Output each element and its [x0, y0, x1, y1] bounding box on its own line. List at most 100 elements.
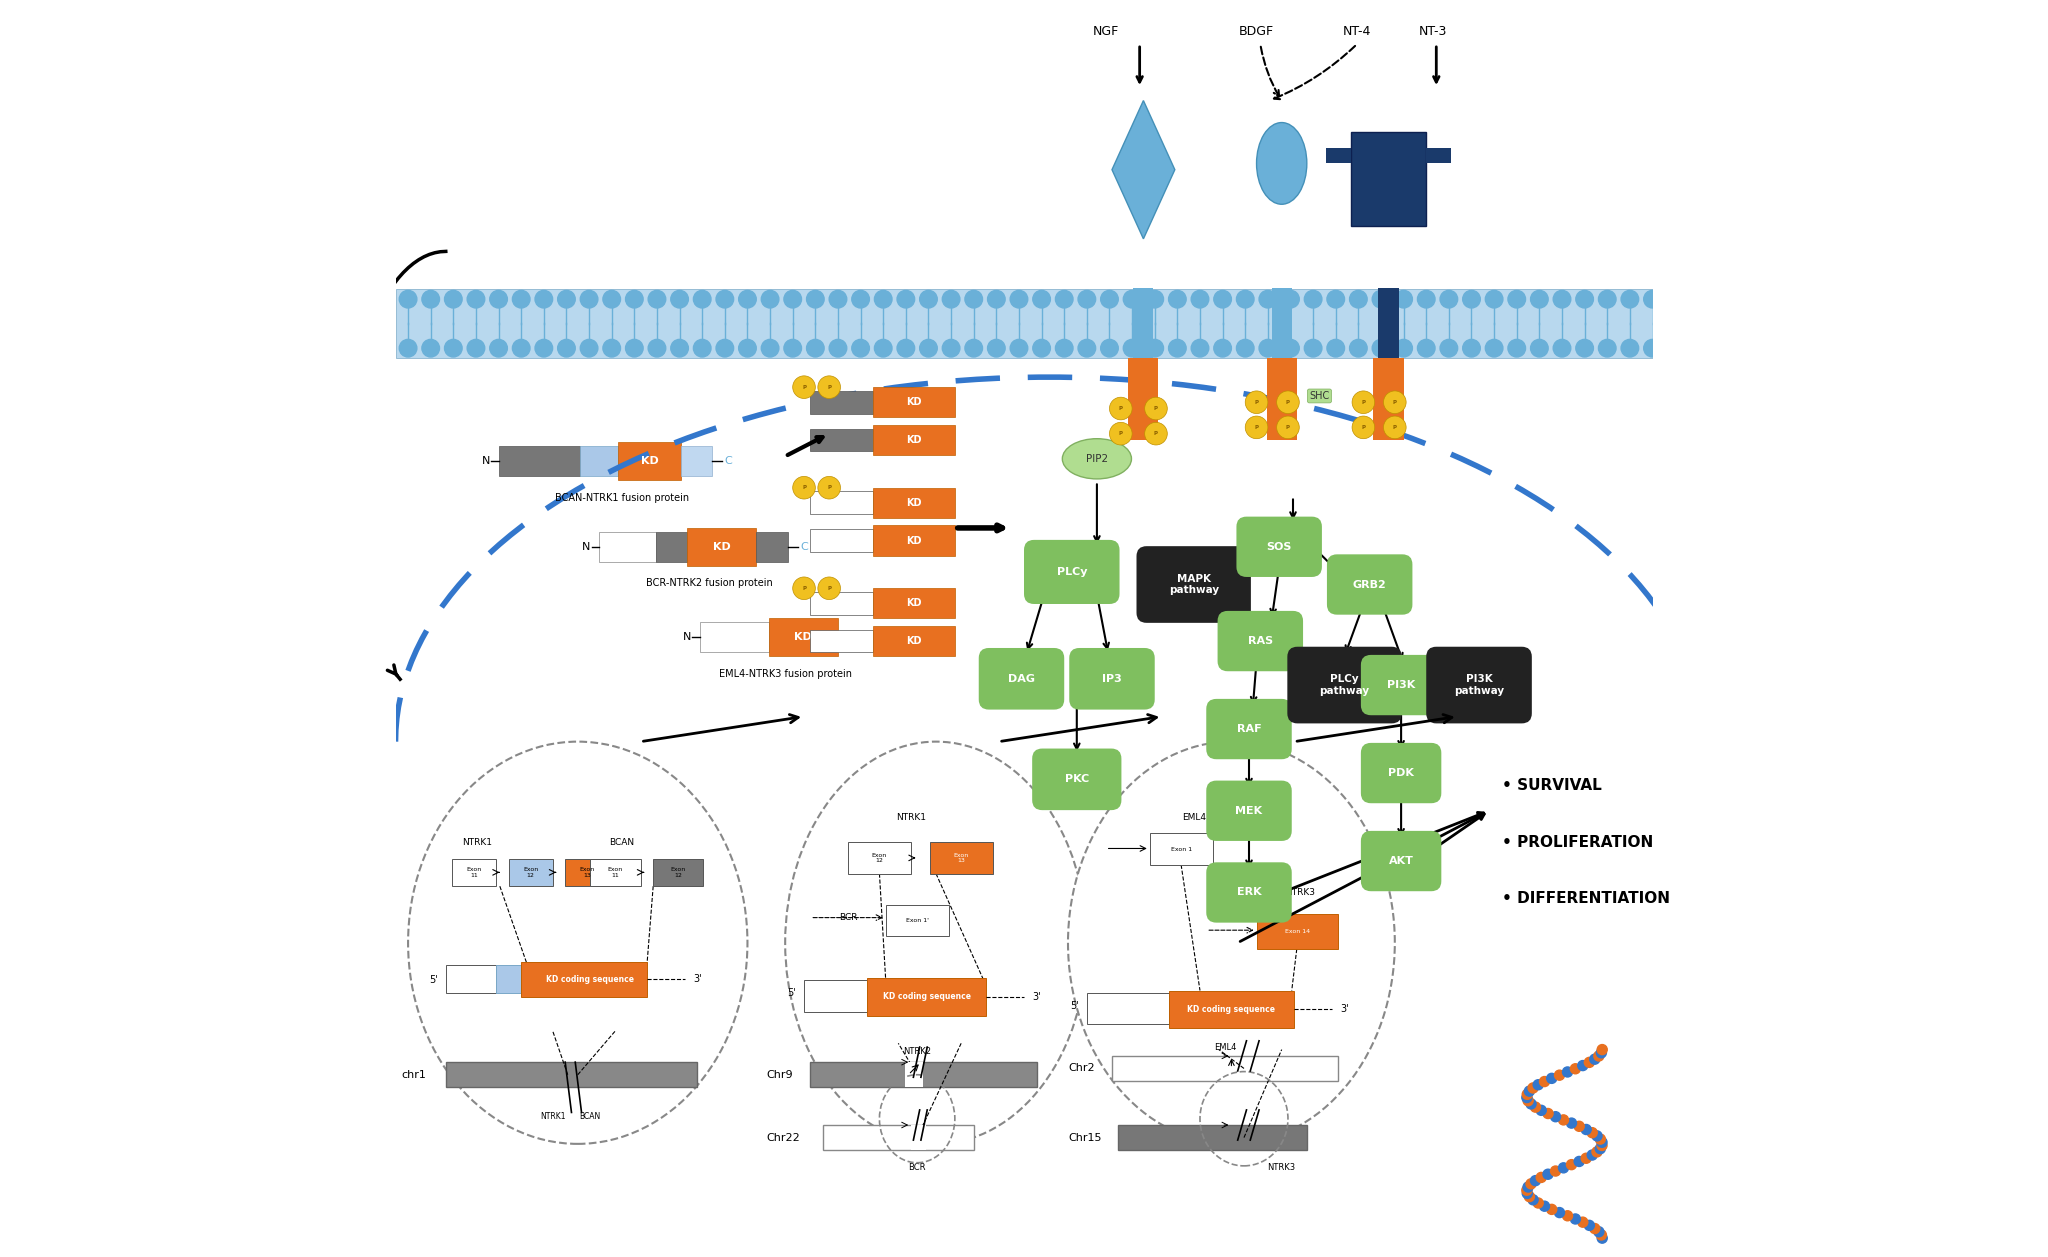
FancyBboxPatch shape: [1360, 743, 1442, 803]
Text: Chr9: Chr9: [766, 1070, 793, 1080]
Circle shape: [580, 339, 598, 357]
Circle shape: [1567, 1117, 1577, 1128]
Text: P: P: [1153, 406, 1157, 411]
Text: P: P: [1118, 431, 1122, 436]
Bar: [498, 446, 580, 476]
Text: EML4: EML4: [1214, 1043, 1237, 1052]
Circle shape: [1395, 290, 1413, 308]
Circle shape: [489, 290, 508, 308]
Circle shape: [1100, 339, 1118, 357]
FancyBboxPatch shape: [1032, 749, 1122, 811]
Circle shape: [1563, 1210, 1573, 1221]
Circle shape: [625, 339, 643, 357]
Bar: [905, 1062, 924, 1087]
Circle shape: [1462, 339, 1481, 357]
Circle shape: [1395, 339, 1413, 357]
FancyBboxPatch shape: [1237, 517, 1321, 577]
Circle shape: [1530, 1102, 1540, 1112]
Circle shape: [1352, 416, 1374, 439]
Circle shape: [1622, 290, 1638, 308]
Circle shape: [874, 290, 893, 308]
Bar: [1128, 358, 1159, 440]
Text: NTRK1: NTRK1: [541, 1112, 565, 1121]
Circle shape: [793, 476, 815, 499]
Circle shape: [897, 339, 915, 357]
Circle shape: [1145, 397, 1167, 420]
Circle shape: [817, 476, 840, 499]
Circle shape: [1305, 339, 1321, 357]
Text: Exon
11: Exon 11: [608, 867, 623, 877]
Ellipse shape: [1257, 123, 1307, 205]
Text: • DIFFERENTIATION: • DIFFERENTIATION: [1501, 891, 1669, 906]
Circle shape: [444, 339, 463, 357]
Bar: [1118, 1125, 1307, 1150]
Circle shape: [1567, 1160, 1577, 1170]
Circle shape: [1352, 391, 1374, 414]
Text: NTRK1: NTRK1: [463, 837, 492, 847]
Circle shape: [793, 376, 815, 398]
Text: 5': 5': [786, 988, 797, 998]
Text: Chr2: Chr2: [1067, 1063, 1094, 1073]
Circle shape: [1540, 1202, 1550, 1212]
Circle shape: [1550, 1111, 1561, 1121]
Circle shape: [1597, 339, 1616, 357]
Circle shape: [1350, 290, 1368, 308]
Text: P: P: [1393, 400, 1397, 405]
Circle shape: [1575, 290, 1593, 308]
Text: SOS: SOS: [1266, 542, 1292, 552]
Text: Exon 14: Exon 14: [1284, 929, 1311, 934]
Text: KD: KD: [795, 632, 811, 642]
Text: C: C: [801, 542, 809, 552]
Text: BCAN: BCAN: [580, 1112, 600, 1121]
Circle shape: [1237, 290, 1253, 308]
Circle shape: [1507, 290, 1526, 308]
Bar: [446, 965, 496, 993]
Ellipse shape: [408, 742, 748, 1144]
Text: P: P: [1362, 425, 1366, 430]
Circle shape: [467, 339, 485, 357]
Circle shape: [1526, 1099, 1536, 1109]
Circle shape: [739, 339, 756, 357]
Circle shape: [602, 339, 621, 357]
Text: MAPK
pathway: MAPK pathway: [1169, 573, 1219, 596]
Circle shape: [1597, 1138, 1608, 1148]
Circle shape: [1554, 1208, 1565, 1218]
Bar: [866, 978, 987, 1016]
Bar: [885, 905, 948, 936]
Ellipse shape: [784, 742, 1087, 1144]
Text: BDGF: BDGF: [1239, 25, 1274, 38]
Bar: [811, 429, 872, 451]
Circle shape: [1589, 1055, 1599, 1065]
Circle shape: [647, 339, 666, 357]
Text: P: P: [1286, 425, 1290, 430]
Circle shape: [1524, 1096, 1534, 1106]
Text: P: P: [1255, 425, 1260, 430]
FancyBboxPatch shape: [1206, 781, 1292, 841]
Text: Exon
11: Exon 11: [467, 867, 481, 877]
FancyBboxPatch shape: [1069, 649, 1155, 709]
Circle shape: [1282, 339, 1298, 357]
Circle shape: [1110, 397, 1133, 420]
Circle shape: [422, 339, 440, 357]
Bar: [756, 532, 788, 562]
Text: SHC: SHC: [1309, 391, 1329, 401]
Bar: [618, 442, 680, 480]
Circle shape: [557, 339, 575, 357]
Text: Exon
13: Exon 13: [954, 852, 969, 864]
Circle shape: [1245, 391, 1268, 414]
Circle shape: [1010, 290, 1028, 308]
Circle shape: [1245, 416, 1268, 439]
FancyBboxPatch shape: [1206, 862, 1292, 923]
Text: • SURVIVAL: • SURVIVAL: [1501, 778, 1602, 793]
Text: KD: KD: [905, 435, 922, 445]
Bar: [1112, 1056, 1337, 1081]
Circle shape: [965, 339, 983, 357]
Circle shape: [1192, 339, 1208, 357]
Circle shape: [1032, 339, 1051, 357]
Circle shape: [739, 290, 756, 308]
Circle shape: [1528, 1194, 1538, 1204]
Circle shape: [1597, 1233, 1608, 1243]
Bar: [823, 1125, 973, 1150]
Text: P: P: [1362, 400, 1366, 405]
Bar: [453, 859, 496, 886]
